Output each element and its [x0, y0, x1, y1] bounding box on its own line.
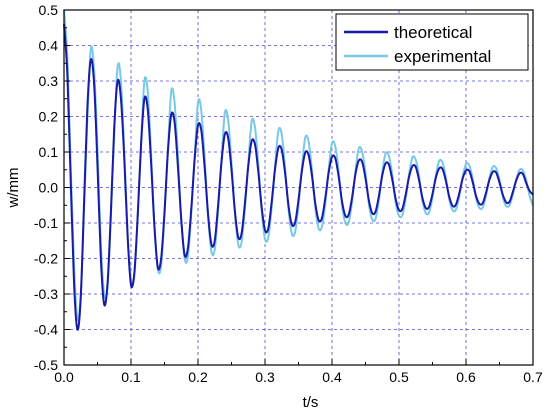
legend-label-theoretical: theoretical: [394, 23, 472, 42]
series-line-theoretical: [63, 24, 534, 331]
y-axis-title: w/mm: [5, 168, 22, 209]
y-tick-labels: 0.5 0.4 0.3 0.2 0.1 0.0 -0.1 -0.2 -0.3 -0.4 -0.5: [34, 2, 58, 373]
x-tick-label: 0.7: [523, 369, 543, 385]
y-tick-label: -0.3: [34, 286, 58, 302]
legend-label-experimental: experimental: [394, 47, 491, 66]
grid: [64, 10, 533, 365]
y-tick-label: 0.3: [39, 73, 59, 89]
ticks: [63, 9, 534, 366]
y-tick-label: -0.1: [34, 215, 58, 231]
y-tick-label: -0.2: [34, 251, 58, 267]
x-tick-labels: 0.0 0.1 0.2 0.3 0.4 0.5 0.6 0.7: [54, 369, 543, 385]
x-tick-label: 0.0: [54, 369, 74, 385]
y-tick-label: -0.5: [34, 357, 58, 373]
y-tick-label: 0.1: [39, 144, 59, 160]
y-tick-label: 0.0: [39, 180, 59, 196]
y-tick-label: -0.4: [34, 322, 58, 338]
x-tick-label: 0.1: [121, 369, 141, 385]
y-tick-label: 0.2: [39, 109, 59, 125]
x-axis-title: t/s: [303, 394, 319, 411]
series-layer: [63, 9, 534, 331]
y-tick-label: 0.4: [39, 38, 59, 54]
x-tick-label: 0.5: [389, 369, 409, 385]
x-tick-label: 0.3: [255, 369, 275, 385]
legend: theoretical experimental: [335, 13, 529, 71]
x-tick-label: 0.4: [322, 369, 342, 385]
legend-box: [335, 13, 529, 71]
y-tick-label: 0.5: [39, 2, 59, 18]
x-tick-label: 0.2: [188, 369, 208, 385]
x-tick-label: 0.6: [456, 369, 476, 385]
